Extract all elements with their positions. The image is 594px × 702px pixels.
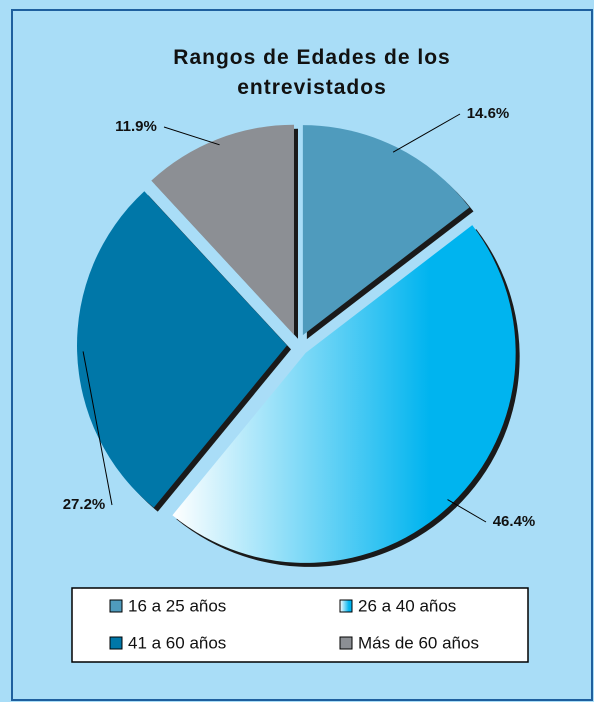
leader-line	[82, 351, 113, 506]
leader-line	[392, 113, 461, 153]
legend-label: 16 a 25 años	[128, 596, 226, 615]
slice	[77, 191, 288, 508]
leader-line	[163, 126, 220, 146]
legend-label: Más de 60 años	[358, 633, 479, 652]
legend-swatch	[109, 636, 123, 650]
leader-line	[447, 499, 487, 523]
legend-swatch	[109, 599, 123, 613]
legend-label: 41 a 60 años	[128, 633, 226, 652]
chart-title: Rangos de Edades de los entrevistados	[173, 46, 450, 99]
legend-label: 26 a 40 años	[358, 596, 456, 615]
data-label: 46.4%	[493, 513, 536, 530]
slice	[302, 125, 470, 336]
slice	[151, 124, 294, 335]
legend-box	[71, 587, 529, 663]
legend-swatch	[339, 599, 353, 613]
slice	[172, 225, 516, 563]
data-label: 27.2%	[63, 496, 106, 513]
data-label: 14.6%	[467, 105, 510, 122]
legend-swatch	[339, 636, 353, 650]
data-label: 11.9%	[115, 118, 157, 135]
frame	[11, 9, 593, 701]
